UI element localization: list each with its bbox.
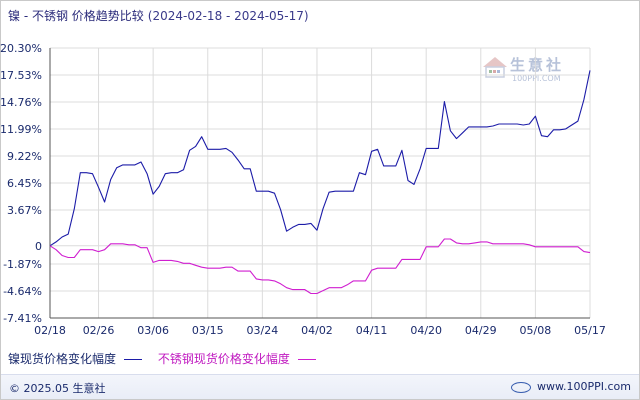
x-tick-label: 04/02 (301, 324, 333, 337)
footer-bar: © 2025.05 生意社 www.100PPI.com (1, 374, 639, 399)
grid-lines (49, 47, 591, 319)
x-tick-label: 03/06 (137, 324, 169, 337)
series-line-nickel (49, 70, 591, 247)
chart-date-range: (2024-02-18 - 2024-05-17) (147, 9, 309, 23)
x-tick-label: 04/11 (356, 324, 388, 337)
footer-site: www.100PPI.com (511, 380, 631, 393)
y-tick-label: 3.67% (7, 204, 42, 217)
y-tick-label: -4.64% (3, 285, 42, 298)
y-tick-label: -7.41% (3, 312, 42, 325)
x-tick-label: 02/18 (34, 324, 66, 337)
y-tick-label: 9.22% (7, 150, 42, 163)
watermark-site: 100PPI.COM (512, 74, 561, 83)
y-tick-label: 0 (35, 240, 42, 253)
legend-item-stainless: 不锈钢现货价格变化幅度 (158, 350, 316, 367)
x-tick-label: 04/29 (465, 324, 497, 337)
y-tick-label: 14.76% (0, 96, 42, 109)
x-tick-label: 04/20 (410, 324, 442, 337)
legend-label-nickel: 镍现货价格变化幅度 (8, 352, 117, 366)
x-tick-label: 02/26 (83, 324, 115, 337)
x-tick-label: 03/15 (192, 324, 224, 337)
y-tick-label: 17.53% (0, 69, 42, 82)
axes (49, 48, 590, 319)
x-tick-label: 03/24 (247, 324, 279, 337)
legend-item-nickel: 镍现货价格变化幅度 (8, 350, 143, 367)
legend: 镍现货价格变化幅度 不锈钢现货价格变化幅度 (8, 350, 328, 367)
legend-label-stainless: 不锈钢现货价格变化幅度 (157, 352, 290, 366)
y-tick-labels: 20.30% 17.53% 14.76% 11.99% 9.22% 6.45% 3.67% 0… (0, 42, 42, 325)
chart-title: 镍 - 不锈钢 价格趋势比较 (2024-02-18 - 2024-05-17) (8, 7, 309, 24)
legend-swatch-nickel (124, 359, 143, 360)
legend-swatch-stainless (297, 359, 316, 360)
x-tick-label: 05/08 (520, 324, 552, 337)
x-tick-labels: 02/18 02/26 03/06 03/15 03/24 04/02 04/11 04/20… (34, 324, 606, 337)
x-tick-label: 05/17 (574, 324, 606, 337)
footer-site-link[interactable]: www.100PPI.com (537, 380, 631, 393)
series-lines (49, 70, 591, 295)
footer-copyright: © 2025.05 生意社 (9, 382, 106, 395)
globe-icon (511, 381, 532, 393)
y-tick-label: 6.45% (7, 177, 42, 190)
series-line-stainless (49, 238, 591, 295)
watermark-logo-icon (483, 57, 507, 78)
chart-title-text: 镍 - 不锈钢 价格趋势比较 (8, 9, 144, 23)
y-tick-label: -1.87% (3, 258, 42, 271)
y-tick-label: 11.99% (0, 123, 42, 136)
y-tick-label: 20.30% (0, 42, 42, 55)
